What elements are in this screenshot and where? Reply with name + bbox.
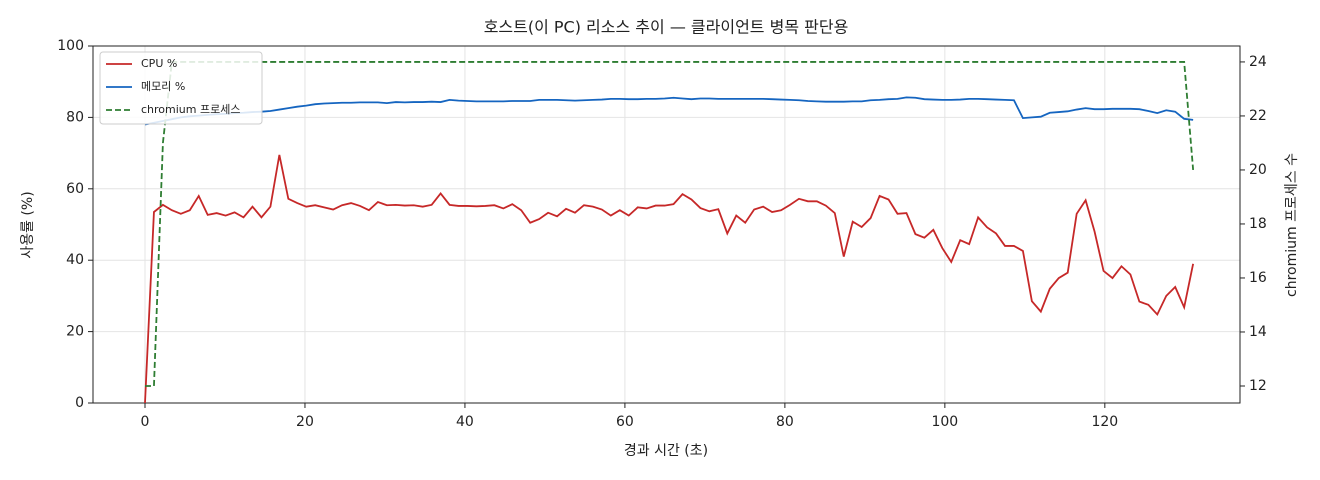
x-tick-label: 100 [931, 414, 958, 430]
legend-box [99, 51, 263, 125]
legend-label: chromium 프로세스 [141, 103, 240, 116]
plot-frame [92, 45, 1241, 404]
y-tick-label: 100 [57, 38, 84, 54]
y-axis-label: 사용률 (%) [20, 191, 36, 258]
legend-label: CPU % [141, 57, 177, 70]
y-tick-label: 20 [66, 324, 84, 340]
x-axis-label: 경과 시간 (초) [624, 443, 708, 459]
x-tick-label: 40 [456, 414, 474, 430]
y2-tick-label: 16 [1249, 270, 1267, 286]
x-tick-label: 80 [776, 414, 794, 430]
y2-tick-label: 14 [1249, 324, 1267, 340]
legend: CPU % 메모리 % chromium 프로세스 [99, 51, 263, 125]
x-tick-label: 60 [616, 414, 634, 430]
x-tick-label: 120 [1091, 414, 1118, 430]
y2-tick-label: 18 [1249, 216, 1267, 232]
y-tick-label: 60 [66, 181, 84, 197]
series-line [144, 96, 1194, 126]
legend-label: 메모리 % [141, 80, 185, 93]
y2-tick-label: 24 [1249, 54, 1267, 70]
x-tick-label: 20 [296, 414, 314, 430]
x-tick-label: 0 [141, 414, 150, 430]
y2-tick-label: 20 [1249, 162, 1267, 178]
series-line [144, 61, 1195, 387]
series-line [144, 154, 1195, 404]
y-tick-label: 0 [75, 395, 84, 411]
y2-tick-label: 12 [1249, 378, 1267, 394]
y-tick-label: 40 [66, 252, 84, 268]
y2-axis-label: chromium 프로세스 수 [1284, 153, 1300, 297]
y-tick-label: 80 [66, 109, 84, 125]
chart-title: 호스트(이 PC) 리소스 추이 — 클라이언트 병목 판단용 [484, 18, 849, 37]
y2-tick-label: 22 [1249, 108, 1267, 124]
